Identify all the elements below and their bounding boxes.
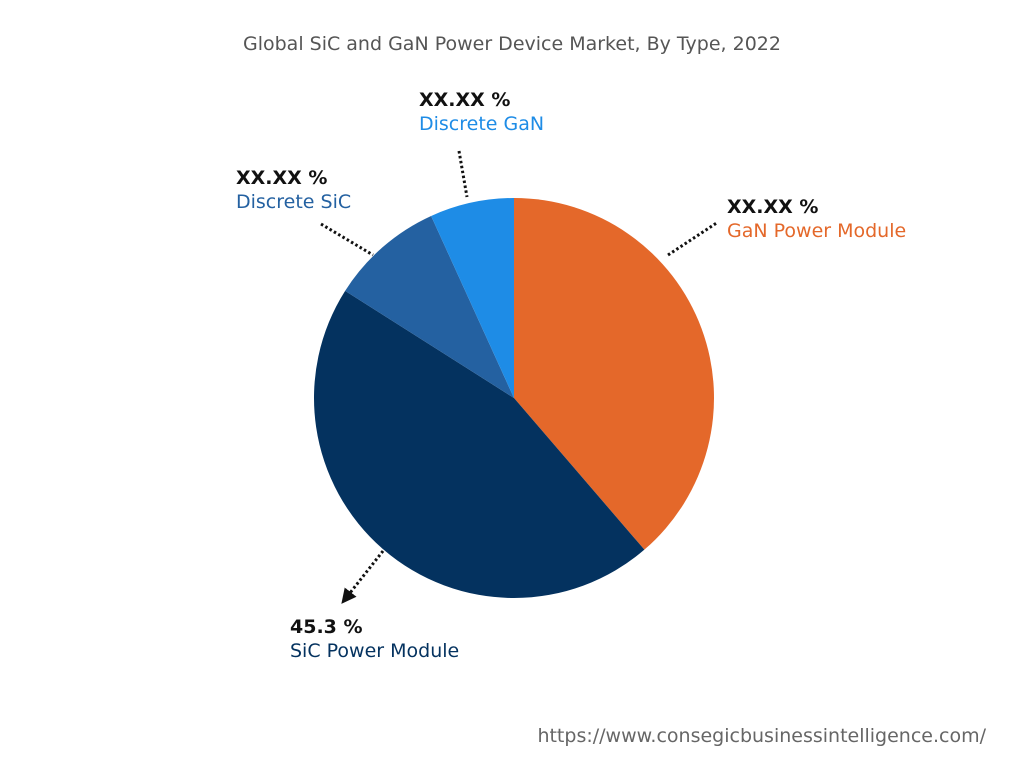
slice-name: SiC Power Module [290, 640, 460, 662]
chart-title: Global SiC and GaN Power Device Market, … [243, 33, 781, 55]
pie-slice-discrete-sic [345, 215, 514, 398]
label-sic-power-module: 45.3 % SiC Power Module [290, 615, 459, 663]
slice-value: XX.XX % [727, 196, 819, 218]
pie-slice-discrete-gan [431, 198, 514, 398]
pie-slice-sic-power-module [314, 290, 645, 598]
leader-gan-power-module [667, 220, 719, 257]
slice-value: XX.XX % [236, 167, 328, 189]
label-discrete-gan: XX.XX % Discrete GaN [419, 88, 544, 136]
slice-value: XX.XX % [419, 89, 511, 111]
slice-name: Discrete SiC [236, 191, 352, 213]
source-url[interactable]: https://www.consegicbusinessintelligence… [537, 725, 986, 747]
label-gan-power-module: XX.XX % GaN Power Module [727, 195, 906, 243]
slice-value: 45.3 % [290, 616, 363, 638]
label-discrete-sic: XX.XX % Discrete SiC [236, 166, 351, 214]
pie-slice-gan-power-module [514, 198, 714, 550]
leader-discrete-gan [457, 150, 469, 198]
leader-sic-power-module [341, 550, 385, 604]
leader-discrete-sic [320, 222, 374, 257]
slice-name: Discrete GaN [419, 113, 545, 135]
slice-name: GaN Power Module [727, 220, 907, 242]
